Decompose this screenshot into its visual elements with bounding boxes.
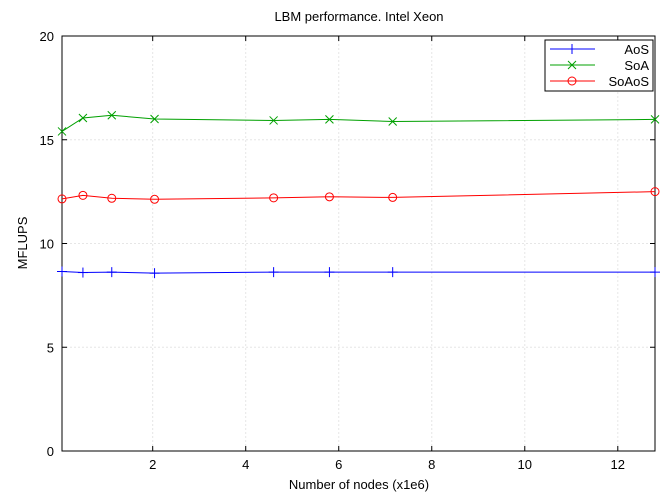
chart-title: LBM performance. Intel Xeon (274, 9, 443, 24)
data-point-aos (106, 267, 117, 278)
data-point-soa (650, 115, 660, 124)
data-point-soaos (650, 187, 660, 197)
y-tick-label: 0 (47, 444, 54, 459)
data-point-soa (388, 117, 398, 126)
marker-stroke (78, 113, 88, 123)
legend-entry-soa: SoA (550, 58, 649, 73)
data-point-soa (269, 116, 278, 125)
y-tick-label: 20 (40, 29, 54, 44)
data-point-aos (324, 267, 335, 278)
marker-stroke (57, 127, 67, 136)
marker-stroke (388, 117, 398, 126)
x-tick-label: 6 (335, 457, 342, 472)
data-point-soaos (78, 190, 88, 200)
data-point-soaos (269, 193, 279, 203)
marker-stroke (107, 110, 117, 120)
y-axis-label: MFLUPS (15, 216, 30, 269)
data-point-aos (650, 267, 660, 278)
y-tick-label: 10 (40, 237, 54, 252)
series-layer (57, 110, 660, 279)
data-point-soa (57, 127, 67, 136)
data-point-aos (77, 267, 88, 278)
marker-stroke (650, 115, 660, 124)
series-line-soa (61, 114, 656, 132)
y-tick-label: 15 (40, 133, 54, 148)
data-point-aos (268, 267, 279, 278)
legend-label: SoA (624, 58, 649, 73)
legend-label: AoS (624, 42, 649, 57)
data-point-soaos (324, 192, 334, 202)
legend-entry-aos: AoS (550, 42, 649, 57)
data-point-soaos (150, 194, 160, 204)
marker-stroke (325, 115, 334, 124)
legend-marker (567, 60, 577, 70)
marker-stroke (150, 114, 159, 124)
axis-ticks: 2 4 6 8 10 12 0 5 10 15 20 (40, 29, 655, 472)
legend-marker (567, 44, 577, 54)
series-soa (57, 110, 660, 136)
data-point-soaos (388, 192, 398, 202)
data-point-aos (57, 266, 67, 277)
y-tick-label: 5 (47, 340, 54, 355)
data-point-soaos (57, 194, 67, 204)
x-axis-label: Number of nodes (x1e6) (289, 477, 429, 492)
data-point-soa (150, 114, 159, 124)
data-point-aos (387, 267, 398, 278)
x-tick-label: 10 (518, 457, 532, 472)
x-tick-label: 12 (611, 457, 625, 472)
x-tick-label: 2 (149, 457, 156, 472)
legend-marker (567, 76, 577, 86)
legend-label: SoAoS (609, 74, 650, 89)
x-tick-label: 4 (242, 457, 249, 472)
data-point-soa (325, 115, 334, 124)
series-soaos (57, 187, 660, 204)
marker-stroke (269, 116, 278, 125)
series-aos (57, 266, 660, 279)
data-point-soa (107, 110, 117, 120)
series-line-soaos (61, 191, 656, 200)
grid (62, 35, 655, 452)
data-point-soa (78, 113, 88, 123)
data-point-soaos (107, 193, 117, 203)
marker-stroke (567, 60, 577, 70)
data-point-aos (149, 268, 160, 279)
legend-entry-soaos: SoAoS (550, 74, 649, 89)
x-tick-label: 8 (428, 457, 435, 472)
